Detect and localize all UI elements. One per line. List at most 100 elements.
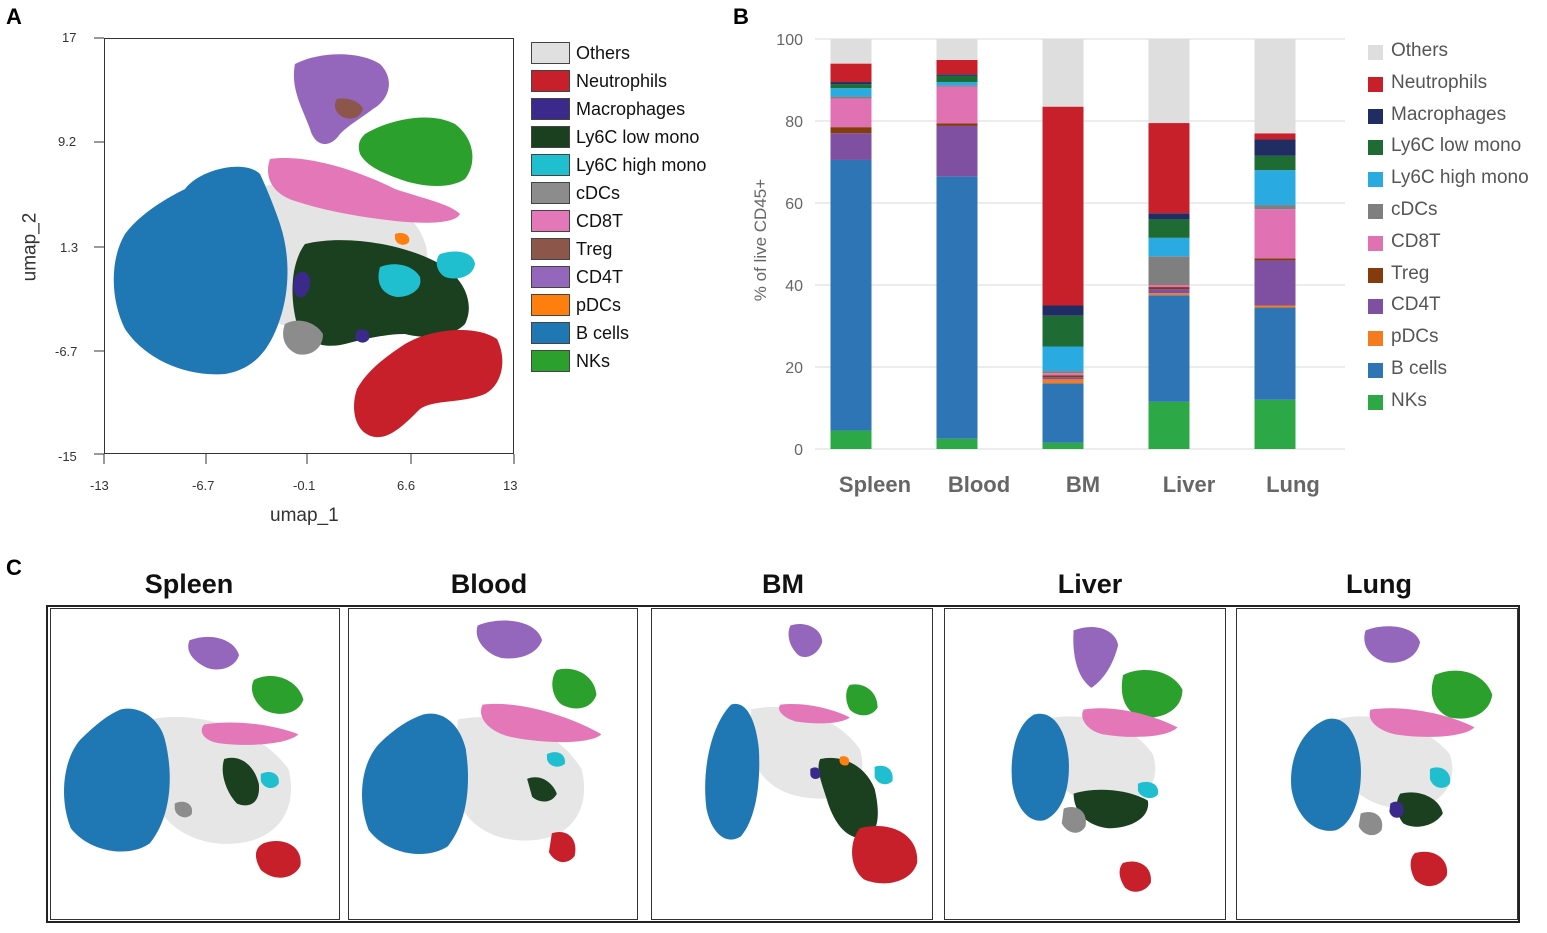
umap-xlabel: umap_1	[270, 505, 339, 526]
legend-label: Ly6C low mono	[576, 127, 700, 147]
legend-swatch	[1368, 235, 1383, 251]
umap-scatter	[113, 54, 503, 438]
legend-label: CD8T	[1391, 230, 1441, 252]
umap-xtick: -0.1	[293, 478, 316, 493]
umap-lung	[1236, 608, 1518, 920]
bar-segment-others	[1254, 39, 1296, 134]
legend-label: cDCs	[576, 183, 620, 203]
umap-xtick: 13	[503, 478, 518, 493]
bar-segment-macrophages	[1148, 213, 1190, 220]
panel-c-title-spleen: Spleen	[144, 569, 234, 599]
bar-segment-nks	[1254, 399, 1296, 449]
bar-segment-cdcs	[1254, 205, 1296, 210]
umap-xtick: 6.6	[397, 478, 416, 493]
bar-segment-ly6c-high-mono	[1042, 346, 1084, 372]
legend-label: CD4T	[576, 267, 624, 287]
bar-category-label: Liver	[1162, 472, 1216, 497]
legend-swatch	[1368, 108, 1383, 124]
cluster-b-cells	[705, 703, 760, 840]
cluster-macrophages-2	[355, 329, 370, 343]
legend-label: cDCs	[1391, 198, 1438, 220]
legend-swatch	[1368, 172, 1383, 188]
legend-label: Ly6C high mono	[1391, 167, 1529, 189]
bar-segment-macrophages	[830, 82, 872, 85]
bar-segment-ly6c-high-mono	[830, 88, 872, 97]
cluster-neutrophils	[852, 826, 918, 884]
cluster-nks	[552, 668, 597, 709]
panel-c-title-blood: Blood	[450, 569, 528, 599]
stacked-bar-chart: 0 20 40 60 80 100	[776, 32, 1345, 459]
bar-segment-ly6c-high-mono	[936, 82, 978, 86]
legend-swatch	[1368, 140, 1383, 156]
bar-ytick-label: 0	[794, 442, 803, 459]
cluster-b-cells	[1011, 713, 1069, 821]
legend-swatch	[531, 322, 570, 344]
bar-segment-b-cells	[1042, 383, 1084, 443]
cluster-b-cells	[1290, 718, 1361, 831]
legend-label: B cells	[1391, 357, 1447, 379]
cluster-ly6c-low-mono	[292, 240, 469, 346]
cluster-cd8t	[1369, 708, 1475, 737]
legend-swatch	[1368, 394, 1383, 410]
cluster-ly6c-high-mono-2	[436, 251, 475, 279]
bar-segment-treg	[830, 127, 872, 134]
bar-segment-neutrophils	[1042, 106, 1084, 306]
bar-segment-pdcs	[1148, 293, 1190, 296]
umap-ytick: 1.3	[60, 240, 79, 255]
cluster-cd4t	[188, 636, 240, 670]
umap-blood	[348, 608, 638, 920]
bar-segment-cd8t	[1254, 209, 1296, 259]
cluster-cd8t	[1082, 708, 1178, 737]
cluster-ly6c-low-mono	[1396, 792, 1443, 827]
cluster-ly6c-high-mono	[546, 752, 565, 767]
umap-xtick: -13	[90, 478, 109, 493]
umap-lung-scatter	[1290, 626, 1493, 887]
cluster-nks	[358, 117, 473, 186]
legend-label: NKs	[1391, 389, 1427, 411]
cluster-others	[452, 716, 585, 841]
bar-segment-cd8t	[1148, 285, 1190, 288]
bar-ytick-label: 20	[785, 360, 803, 377]
cluster-cd4t	[1073, 626, 1119, 688]
bar-segment-cdcs	[936, 85, 978, 87]
bar-segment-ly6c-high-mono	[1254, 170, 1296, 206]
legend-swatch	[1368, 45, 1383, 60]
panel-c-title-bm: BM	[762, 569, 804, 599]
bar-segment-cd4t	[1148, 289, 1190, 294]
cluster-ly6c-high-mono	[874, 765, 893, 785]
umap-bm-scatter	[705, 624, 918, 884]
bar-segment-b-cells	[1254, 307, 1296, 400]
bar-segment-treg	[936, 123, 978, 126]
bar-segment-ly6c-low-mono	[1148, 219, 1190, 238]
legend-swatch	[1368, 76, 1383, 92]
umap-spleen-scatter	[64, 636, 304, 878]
panel-label-c: C	[6, 555, 22, 580]
bar-ylabel: % of live CD45+	[751, 178, 771, 302]
bar-segment-neutrophils	[1254, 133, 1296, 140]
umap-liver-scatter	[1011, 626, 1183, 892]
bar-segment-cd4t	[1042, 377, 1084, 380]
cluster-pdcs	[395, 232, 410, 245]
cluster-cd8t	[779, 704, 850, 724]
panel-c-frame	[46, 605, 1520, 923]
panel-label-b: B	[733, 4, 749, 29]
cluster-pdcs	[839, 756, 850, 766]
bar-segment-ly6c-high-mono	[1148, 237, 1190, 257]
bar-category-label: Spleen	[838, 472, 912, 497]
bar-segment-others	[830, 39, 872, 64]
umap-blood-scatter	[362, 620, 602, 863]
bar-segment-neutrophils	[1148, 123, 1190, 214]
legend-swatch	[531, 98, 570, 120]
bar-segment-others	[1042, 39, 1084, 107]
legend-swatch	[531, 350, 570, 372]
legend-label: Macrophages	[576, 99, 686, 119]
bar-segment-b-cells	[830, 159, 872, 431]
bar-segment-neutrophils	[830, 63, 872, 83]
bar-segment-others	[936, 39, 978, 60]
legend-label: Ly6C low mono	[1391, 135, 1522, 157]
cluster-macrophages	[293, 271, 311, 298]
legend-label: Macrophages	[1391, 103, 1507, 125]
cluster-nks	[846, 684, 878, 716]
cluster-cd4t	[476, 620, 542, 659]
bar-segment-b-cells	[1148, 295, 1190, 402]
